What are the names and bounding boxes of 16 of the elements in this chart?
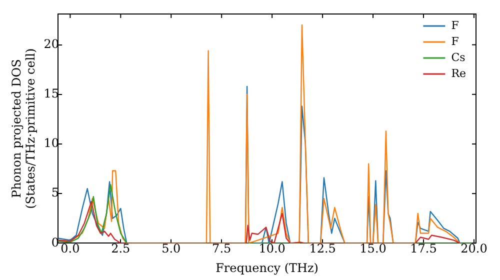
x-tick-label: 0.0 (60, 242, 80, 256)
x-tick-label: 17.5 (410, 242, 437, 256)
x-tick-label: 10.0 (258, 242, 286, 256)
x-tick-label: 20.0 (460, 242, 488, 256)
x-tick-label: 2.5 (111, 242, 130, 256)
legend-label: F (451, 18, 460, 32)
y-axis-title: Phonon projected DOS (States/THz·primitive cell) (9, 48, 38, 209)
legend-label: F (451, 34, 460, 48)
y-tick-label: 15 (44, 86, 60, 100)
x-tick-label: 7.5 (212, 242, 232, 256)
x-tick-label: 5.0 (162, 242, 181, 256)
x-axis-title: Frequency (THz) (216, 260, 318, 275)
x-tick-label: 15.0 (360, 242, 386, 256)
legend-label: Re (451, 66, 466, 80)
x-tick-label: 12.5 (309, 242, 336, 256)
legend-label: Cs (451, 50, 466, 64)
